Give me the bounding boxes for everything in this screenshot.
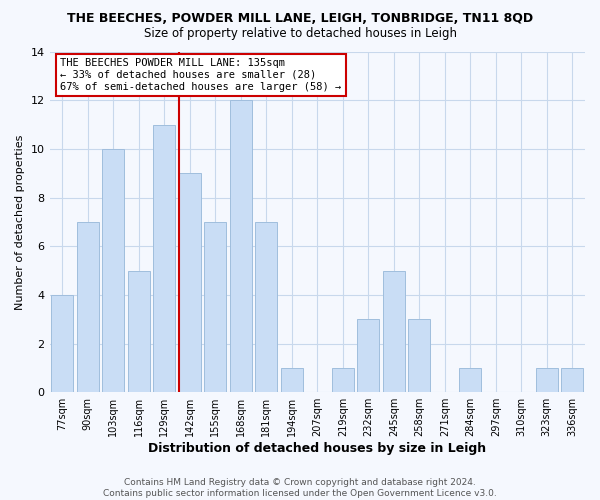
Y-axis label: Number of detached properties: Number of detached properties (15, 134, 25, 310)
Bar (77, 222, 98, 392)
Bar (460, 368, 481, 392)
Text: Contains HM Land Registry data © Crown copyright and database right 2024.
Contai: Contains HM Land Registry data © Crown c… (103, 478, 497, 498)
Bar (52, 295, 73, 392)
Text: THE BEECHES, POWDER MILL LANE, LEIGH, TONBRIDGE, TN11 8QD: THE BEECHES, POWDER MILL LANE, LEIGH, TO… (67, 12, 533, 26)
Bar (205, 222, 226, 392)
Bar (103, 149, 124, 392)
Bar (256, 222, 277, 392)
Bar (536, 368, 557, 392)
Bar (383, 270, 404, 392)
Bar (128, 270, 149, 392)
Bar (562, 368, 583, 392)
Bar (230, 100, 251, 392)
Bar (332, 368, 353, 392)
Text: Size of property relative to detached houses in Leigh: Size of property relative to detached ho… (143, 28, 457, 40)
Bar (154, 124, 175, 392)
Bar (179, 173, 200, 392)
Bar (358, 319, 379, 392)
Text: THE BEECHES POWDER MILL LANE: 135sqm
← 33% of detached houses are smaller (28)
6: THE BEECHES POWDER MILL LANE: 135sqm ← 3… (60, 58, 341, 92)
Bar (281, 368, 302, 392)
Bar (409, 319, 430, 392)
X-axis label: Distribution of detached houses by size in Leigh: Distribution of detached houses by size … (148, 442, 487, 455)
